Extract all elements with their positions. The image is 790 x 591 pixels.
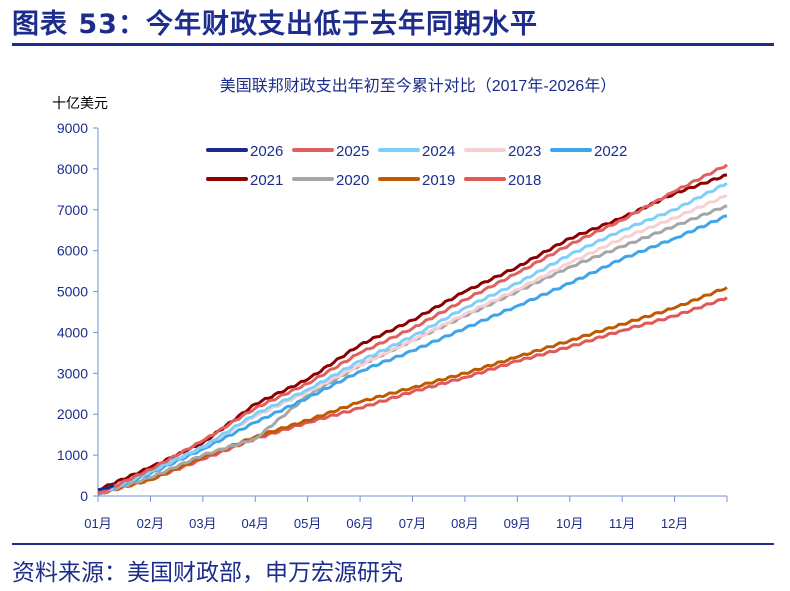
x-tick-label: 10月: [556, 516, 583, 531]
y-axis-label: 十亿美元: [52, 95, 108, 111]
legend-label-2025: 2025: [336, 143, 369, 160]
legend-label-2026: 2026: [250, 143, 283, 160]
y-tick-label: 6000: [57, 243, 88, 259]
chart-title: 美国联邦财政支出年初至今累计对比（2017年-2026年）: [220, 77, 617, 95]
x-tick-label: 04月: [242, 516, 269, 531]
series-line-2022: [97, 214, 728, 496]
series-line-2021: [97, 173, 728, 492]
legend-label-2019: 2019: [422, 172, 455, 189]
figure-title: 图表 53：今年财政支出低于去年同期水平: [12, 9, 538, 40]
x-tick-label: 09月: [504, 516, 531, 531]
x-tick-label: 05月: [294, 516, 321, 531]
y-tick-label: 4000: [57, 324, 88, 340]
y-tick-label: 3000: [57, 365, 88, 381]
legend-label-2020: 2020: [336, 172, 369, 189]
y-tick-label: 1000: [57, 447, 88, 463]
series-line-2019: [97, 286, 728, 496]
x-tick-label: 12月: [661, 516, 688, 531]
title-divider: [12, 43, 774, 46]
series-line-2018: [97, 296, 728, 496]
y-tick-label: 0: [80, 488, 88, 504]
x-tick-label: 03月: [189, 516, 216, 531]
legend-label-2022: 2022: [594, 143, 627, 160]
x-tick-label: 11月: [609, 516, 636, 531]
y-tick-label: 7000: [57, 202, 88, 218]
legend-label-2023: 2023: [508, 143, 541, 160]
x-tick-label: 06月: [346, 516, 373, 531]
source-note: 资料来源：美国财政部，申万宏源研究: [12, 560, 403, 586]
series-line-2024: [97, 181, 728, 496]
y-tick-label: 9000: [57, 120, 88, 136]
x-tick-label: 01月: [84, 516, 111, 531]
legend-label-2021: 2021: [250, 172, 283, 189]
x-tick-label: 08月: [451, 516, 478, 531]
legend-label-2024: 2024: [422, 143, 455, 160]
series-line-2023: [97, 194, 728, 496]
series-line-2025: [97, 163, 728, 496]
y-tick-label: 2000: [57, 406, 88, 422]
footer-divider: [12, 543, 774, 545]
legend-label-2018: 2018: [508, 172, 541, 189]
x-tick-label: 02月: [137, 516, 164, 531]
y-tick-label: 8000: [57, 161, 88, 177]
y-tick-label: 5000: [57, 284, 88, 300]
x-tick-label: 07月: [399, 516, 426, 531]
series-line-2026: [97, 484, 115, 492]
